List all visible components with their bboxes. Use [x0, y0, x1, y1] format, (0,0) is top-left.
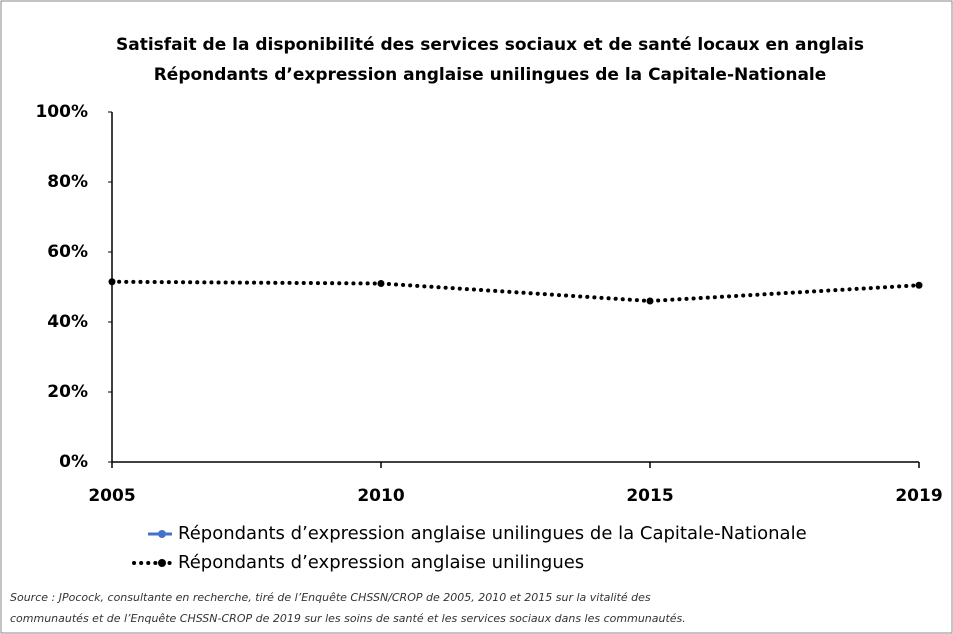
- chart-title: Satisfait de la disponibilité des servic…: [116, 35, 864, 55]
- data-point: [377, 280, 385, 287]
- legend-label: Répondants d’expression anglaise uniling…: [178, 523, 807, 544]
- chart-subtitle: Répondants d’expression anglaise uniling…: [154, 65, 827, 85]
- y-tick-label: 20%: [47, 382, 88, 402]
- legend-marker: [158, 530, 166, 538]
- data-point: [108, 278, 116, 286]
- x-tick-label: 2005: [88, 486, 135, 506]
- y-tick-label: 60%: [47, 242, 88, 262]
- data-line: [110, 279, 921, 304]
- x-tick-label: 2015: [626, 486, 673, 506]
- y-tick-label: 100%: [35, 102, 88, 122]
- data-point: [646, 297, 654, 305]
- data-point: [915, 281, 923, 289]
- x-tick-label: 2010: [357, 486, 404, 506]
- y-tick-label: 0%: [59, 452, 88, 472]
- source-note: communautés et de l’Enquête CHSSN-CROP d…: [10, 612, 686, 625]
- legend-marker: [158, 559, 166, 567]
- source-note: Source : JPocock, consultante en recherc…: [10, 591, 651, 604]
- legend-label: Répondants d’expression anglaise uniling…: [178, 552, 584, 573]
- y-tick-label: 40%: [47, 312, 88, 332]
- x-tick-label: 2019: [895, 486, 942, 506]
- y-tick-label: 80%: [47, 172, 88, 192]
